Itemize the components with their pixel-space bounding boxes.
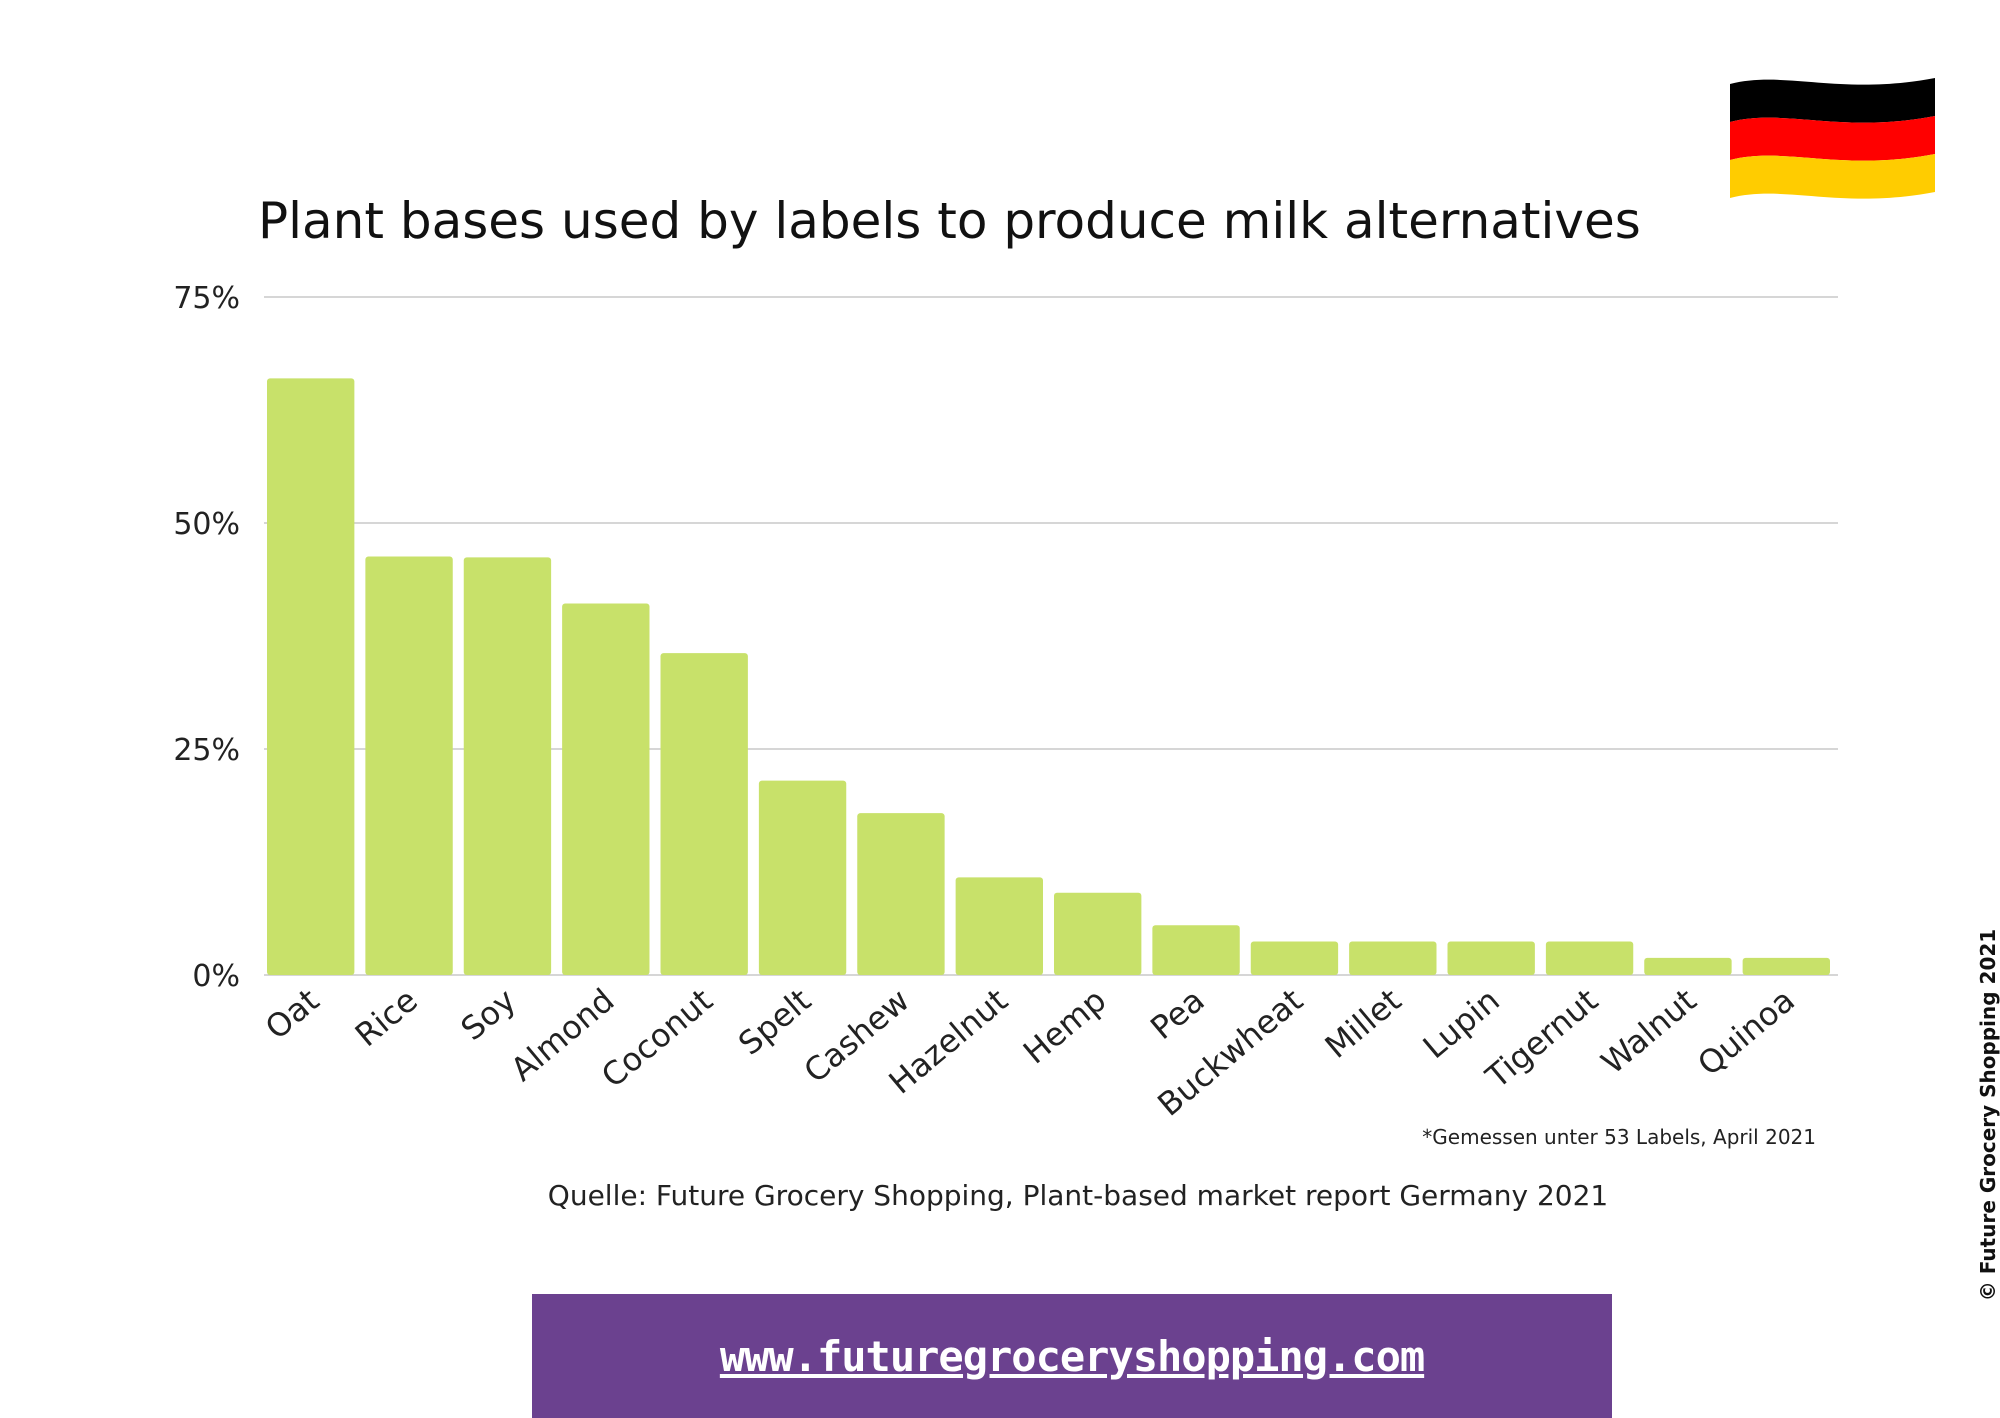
bar-pea <box>1152 925 1240 975</box>
bar-rice <box>365 556 453 975</box>
bar-hemp <box>1054 892 1142 975</box>
x-tick-label-soy: Soy <box>454 981 523 1048</box>
x-tick-label-oat: Oat <box>258 981 326 1047</box>
bar-cashew <box>857 813 945 975</box>
chart-title: Plant bases used by labels to produce mi… <box>258 192 1641 250</box>
flag-stripe <box>1730 78 1935 123</box>
y-axis-ticks: 0% 25% 50% 75% <box>173 281 240 994</box>
copyright-text: © Future Grocery Shopping 2021 <box>1976 929 2000 1301</box>
bar-buckwheat <box>1250 941 1339 975</box>
bar-soy <box>463 557 552 975</box>
y-tick-label: 0% <box>192 959 240 994</box>
x-tick-label-coconut: Coconut <box>594 981 720 1095</box>
x-tick-label-tigernut: Tigernut <box>1478 981 1605 1096</box>
x-tick-label-rice: Rice <box>348 981 425 1054</box>
y-tick-label: 75% <box>173 281 240 316</box>
bar-tigernut <box>1545 941 1634 975</box>
bar-millet <box>1349 941 1437 975</box>
source-text: Quelle: Future Grocery Shopping, Plant-b… <box>548 1179 1608 1212</box>
x-tick-label-hemp: Hemp <box>1016 981 1113 1071</box>
x-tick-label-walnut: Walnut <box>1594 981 1704 1082</box>
y-tick-label: 50% <box>173 507 240 542</box>
x-tick-label-quinoa: Quinoa <box>1690 981 1802 1083</box>
bar-walnut <box>1644 957 1732 975</box>
flag-stripe <box>1730 116 1935 161</box>
website-link[interactable]: www.futuregroceryshopping.com <box>719 1331 1425 1381</box>
bar-hazelnut <box>955 877 1043 975</box>
bar-almond <box>562 603 650 975</box>
footnote: *Gemessen unter 53 Labels, April 2021 <box>1422 1125 1816 1149</box>
y-tick-label: 25% <box>173 733 240 768</box>
bar-quinoa <box>1742 957 1830 975</box>
germany-flag-icon <box>1730 78 1935 199</box>
bars <box>267 378 1830 975</box>
x-tick-label-millet: Millet <box>1318 981 1409 1066</box>
website-banner: www.futuregroceryshopping.com <box>532 1294 1612 1418</box>
x-tick-label-spelt: Spelt <box>731 981 818 1063</box>
x-tick-label-pea: Pea <box>1143 981 1211 1047</box>
bar-spelt <box>758 780 847 975</box>
bar-lupin <box>1447 941 1535 975</box>
flag-stripe <box>1730 154 1935 199</box>
bar-coconut <box>660 653 748 975</box>
bar-oat <box>267 378 355 975</box>
